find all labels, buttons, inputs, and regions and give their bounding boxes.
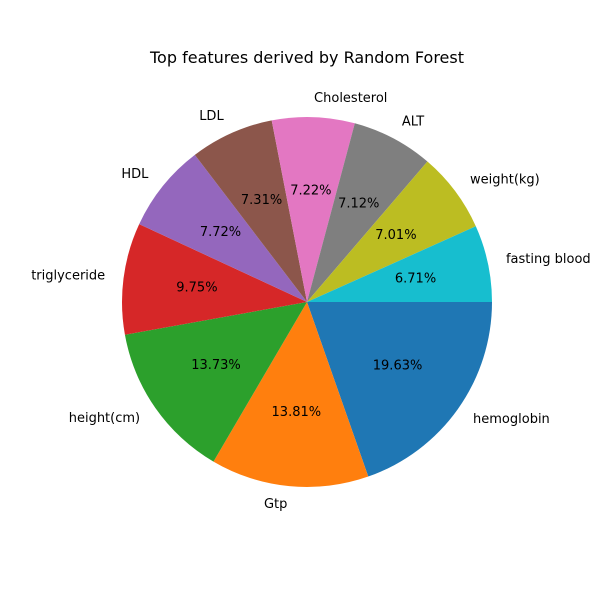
- pie-category-label: height(cm): [69, 411, 140, 426]
- pie-percent-label: 13.73%: [191, 358, 241, 373]
- pie-category-label: ALT: [402, 114, 424, 129]
- pie-slice-cholesterol: [271, 116, 355, 302]
- pie-slice-alt: [307, 123, 428, 302]
- pie-percent-label: 6.71%: [395, 271, 436, 286]
- pie-slice-hdl: [139, 154, 307, 302]
- pie-percent-label: 7.12%: [338, 196, 379, 211]
- pie-percent-labels: 19.63% 13.81% 13.73% 9.75% 7.72% 7.31% 7.22% 7.…: [176, 184, 436, 420]
- pie-percent-label: 19.63%: [373, 359, 423, 374]
- pie-slice-hemoglobin: [307, 302, 492, 477]
- chart-title: Top features derived by Random Forest: [149, 48, 464, 67]
- pie-percent-label: 13.81%: [272, 405, 322, 420]
- pie-slice-height-cm: [124, 302, 307, 462]
- pie-category-label: hemoglobin: [473, 412, 550, 427]
- pie-category-label: HDL: [121, 167, 149, 182]
- pie-percent-label: 9.75%: [176, 280, 217, 295]
- pie-percent-label: 7.31%: [241, 193, 282, 208]
- pie-category-label: fasting blood: [506, 252, 591, 267]
- pie-slice-fasting-blood: [307, 226, 492, 302]
- pie-percent-label: 7.22%: [290, 184, 331, 199]
- pie-category-label: weight(kg): [470, 173, 540, 188]
- pie-category-label: triglyceride: [31, 268, 105, 283]
- pie-category-label: Cholesterol: [314, 91, 387, 106]
- pie-percent-label: 7.72%: [200, 225, 241, 240]
- pie-category-label: LDL: [199, 109, 224, 124]
- pie-category-labels: hemoglobin Gtp height(cm) triglyceride HDL LD…: [31, 91, 590, 512]
- pie-slice-triglyceride: [122, 224, 307, 335]
- pie-slice-gtp: [213, 302, 369, 487]
- pie-category-label: Gtp: [264, 497, 287, 512]
- pie-slice-weight-kg: [307, 161, 476, 302]
- pie-percent-label: 7.01%: [375, 228, 416, 243]
- pie-slice-ldl: [194, 120, 307, 302]
- pie-slices: [122, 116, 492, 487]
